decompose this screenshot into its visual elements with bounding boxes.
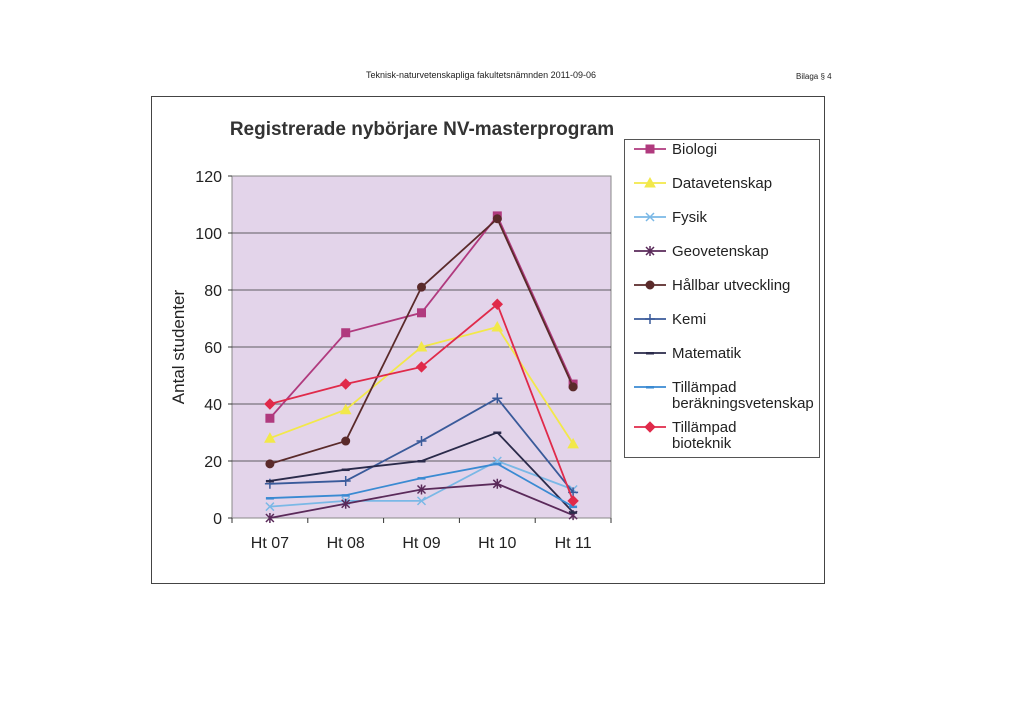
legend-swatch-marker: [645, 314, 655, 324]
data-point: [569, 511, 578, 514]
data-point: [416, 484, 427, 495]
legend-swatch-marker: [645, 212, 655, 222]
y-tick-label: 120: [195, 169, 222, 186]
legend-label: Matematik: [672, 345, 742, 362]
legend-swatch-marker: [646, 352, 654, 355]
legend-label: Tillämpad bioteknik: [672, 419, 736, 452]
data-point: [264, 432, 276, 443]
data-point: [492, 214, 502, 224]
data-point: [567, 437, 579, 449]
document-header: Teknisk-naturvetenskapliga fakultetsnämn…: [366, 70, 596, 80]
data-point: [264, 398, 276, 410]
legend-swatch-marker: [645, 246, 655, 256]
x-tick-label: Ht 09: [402, 535, 440, 552]
y-tick-label: 0: [213, 511, 222, 528]
data-point: [341, 436, 351, 446]
data-point: [491, 298, 504, 310]
legend-swatch-marker: [645, 280, 655, 290]
legend-label: Datavetenskap: [672, 175, 772, 192]
data-point: [492, 393, 503, 404]
y-tick-label: 60: [204, 340, 222, 357]
y-tick-label: 40: [204, 397, 222, 414]
legend-item: Hållbar utveckling: [634, 277, 790, 294]
x-tick-label: Ht 10: [478, 535, 516, 552]
data-point: [492, 478, 502, 489]
legend-label: Tillämpad beräkningsvetenskap: [672, 379, 814, 412]
data-point: [569, 505, 578, 509]
data-point: [341, 498, 351, 509]
series-till-mpad-ber-kningsvetenskap: [265, 462, 578, 509]
x-tick-label: Ht 08: [327, 535, 365, 552]
legend-item: Matematik: [634, 345, 742, 362]
legend-box: [624, 139, 820, 458]
data-point: [415, 361, 428, 373]
series-datavetenskap: [264, 321, 579, 449]
y-tick-label: 20: [204, 454, 222, 471]
data-point: [341, 468, 350, 472]
data-point: [341, 328, 351, 338]
legend-label: Geovetenskap: [672, 243, 769, 260]
data-point: [568, 382, 578, 392]
legend-item: Fysik: [634, 209, 707, 226]
legend-item: Kemi: [634, 311, 706, 328]
y-tick-label: 100: [195, 226, 222, 243]
data-point: [567, 495, 579, 507]
data-point: [417, 282, 426, 292]
legend-label: Biologi: [672, 141, 717, 158]
data-point: [265, 479, 274, 483]
chart-frame: [151, 96, 825, 584]
legend-swatch-marker: [645, 144, 655, 154]
legend-item: Tillämpad bioteknik: [634, 419, 736, 452]
legend-label: Kemi: [672, 311, 706, 328]
x-tick-label: Ht 11: [555, 535, 592, 552]
data-point: [417, 460, 426, 463]
data-point: [265, 459, 275, 469]
data-point: [265, 502, 275, 512]
x-tick-label: Ht 07: [251, 535, 289, 552]
legend-item: Tillämpad beräkningsvetenskap: [634, 379, 814, 412]
legend-swatch-marker: [646, 386, 654, 389]
legend-item: Biologi: [634, 141, 717, 158]
legend-label: Hållbar utveckling: [672, 277, 790, 294]
y-axis-label: Antal studenter: [169, 289, 188, 404]
series-h-llbar-utveckling: [265, 214, 578, 469]
data-point: [265, 413, 275, 423]
series-matematik: [265, 431, 578, 514]
data-point: [340, 475, 351, 486]
data-point: [339, 403, 352, 415]
data-point: [265, 513, 275, 523]
series-geovetenskap: [265, 478, 578, 523]
data-point: [417, 477, 426, 480]
legend-swatch-marker: [644, 176, 656, 188]
data-point: [416, 496, 427, 506]
document-annex-label: Bilaga § 4: [796, 72, 832, 81]
legend-item: Datavetenskap: [634, 175, 772, 192]
legend-label: Fysik: [672, 209, 707, 226]
data-point: [493, 431, 502, 434]
data-point: [417, 308, 426, 318]
data-point: [265, 497, 274, 500]
data-point: [339, 378, 352, 390]
data-point: [493, 462, 502, 466]
data-point: [491, 321, 504, 332]
legend-item: Geovetenskap: [634, 243, 769, 260]
y-tick-label: 80: [204, 283, 222, 300]
data-point: [415, 340, 428, 352]
series-till-mpad-bioteknik: [264, 298, 579, 507]
data-point: [341, 494, 350, 497]
data-point: [416, 436, 427, 447]
legend-swatch-marker: [644, 421, 656, 433]
chart-title: Registrerade nybörjare NV-masterprogram: [230, 119, 614, 140]
